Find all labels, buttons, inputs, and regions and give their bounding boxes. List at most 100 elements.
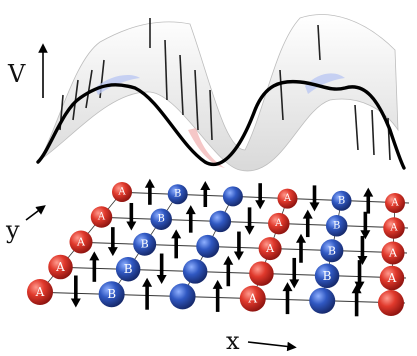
mesh-line [317, 24, 321, 61]
spin-up-arrow [144, 178, 155, 205]
atom-b [309, 287, 336, 314]
atom-sphere [383, 217, 405, 239]
atom-b: B [167, 184, 188, 205]
spin-down-arrow [289, 257, 300, 289]
y-axis-arrow [25, 205, 46, 221]
mesh-line [179, 54, 184, 116]
axis-label-x: x [226, 327, 240, 355]
atom-a: A [69, 230, 93, 254]
mesh-line [354, 104, 359, 151]
mesh-line [85, 69, 93, 109]
spin-down-arrow [244, 207, 255, 235]
atom-sphere [48, 254, 73, 280]
atom-sphere [314, 263, 340, 289]
atom-a: A [258, 237, 282, 261]
atom-label: A [388, 247, 398, 260]
atom-a: A [385, 193, 405, 213]
atom-label: B [323, 269, 332, 283]
atom-sphere [249, 261, 274, 286]
atom-label: A [389, 223, 398, 234]
potential-axis: V [7, 43, 48, 98]
atom-sphere [268, 212, 290, 235]
mesh-line [194, 69, 199, 131]
atom-label: A [283, 193, 292, 204]
spin-up-arrow [296, 233, 306, 263]
atom-sphere [222, 186, 243, 207]
x-axis-arrow [247, 341, 297, 352]
atom-a: A [27, 279, 53, 305]
atom-label: A [35, 285, 45, 299]
atom-b [222, 186, 243, 207]
atom-sphere [209, 210, 232, 233]
atom-a: A [90, 206, 113, 228]
x-axis: x [226, 327, 297, 355]
atom-label: A [265, 242, 275, 255]
atom-sphere [325, 215, 348, 237]
surface-blue-shade [95, 75, 140, 95]
atom-b [196, 234, 220, 258]
atom-sphere [98, 281, 125, 308]
atom-label: B [124, 262, 133, 276]
atom-sphere [27, 279, 53, 305]
spin-down-arrow [156, 253, 167, 285]
spin-up-arrow [185, 205, 196, 233]
atom-b [169, 283, 196, 310]
atom-label: B [158, 214, 165, 225]
atom-sphere [277, 188, 298, 209]
atom-a: A [277, 188, 298, 209]
atom-b: B [320, 239, 344, 263]
atom-b: B [98, 281, 125, 308]
atom-label: B [107, 287, 116, 301]
atom-label: A [387, 271, 397, 285]
atom-b: B [314, 263, 340, 289]
atom-b: B [133, 232, 157, 256]
atom-sphere [69, 230, 93, 254]
spin-up-arrow [363, 187, 374, 214]
atom-label: B [141, 238, 149, 251]
spin-down-arrow [70, 275, 81, 308]
atom-label: A [117, 187, 126, 198]
atom-label: B [338, 195, 345, 206]
atom-b: B [150, 208, 172, 230]
atom-sphere [258, 237, 282, 261]
atom-label: B [328, 244, 336, 257]
atom-a: A [379, 265, 405, 291]
spin-down-arrow [357, 235, 368, 265]
atom-a: A [112, 182, 132, 202]
atom-sphere [90, 206, 113, 228]
atom-sphere [169, 283, 196, 310]
atom-label: B [333, 220, 340, 231]
spin-down-arrow [309, 185, 320, 212]
surface-pink-shade [188, 128, 225, 168]
atom-b [209, 210, 232, 233]
axis-label-v: V [7, 60, 26, 88]
atom-label: A [247, 292, 257, 306]
spin-up-arrow [212, 279, 223, 312]
atom-sphere [133, 232, 157, 256]
atom-b: B [115, 256, 141, 282]
spin-down-arrow [233, 231, 244, 261]
spin-up-arrow [89, 251, 100, 282]
mesh-line [371, 109, 375, 156]
spin-down-arrow [354, 260, 365, 291]
atom-sphere [379, 265, 405, 291]
atom-label: A [76, 236, 86, 249]
lattice-atoms: A B A B AA B A B AA B A B AA B B AA B A [27, 182, 405, 316]
mesh-line [279, 69, 284, 121]
atom-a: A [383, 217, 405, 239]
spin-up-arrow [200, 181, 211, 207]
atom-sphere [115, 256, 141, 282]
atom-a: A [268, 212, 290, 235]
spin-down-arrow [360, 211, 371, 240]
atom-sphere [309, 287, 336, 314]
spin-up-arrow [351, 284, 362, 317]
spin-up-arrow [142, 277, 153, 310]
spin-down-arrow [255, 183, 266, 210]
atom-label: B [174, 189, 181, 200]
atom-b [182, 259, 208, 284]
atom-label: A [274, 218, 283, 229]
atom-sphere [150, 208, 172, 230]
axis-label-y: y [5, 216, 20, 244]
atom-sphere [381, 241, 405, 265]
atom-sphere [331, 190, 352, 211]
